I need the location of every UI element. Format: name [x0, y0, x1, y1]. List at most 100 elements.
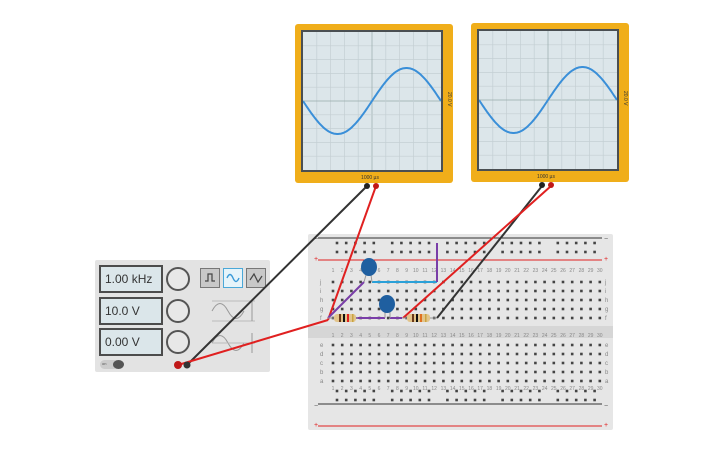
- hole[interactable]: [409, 241, 412, 245]
- fg-positive-terminal[interactable]: [174, 361, 182, 369]
- hole[interactable]: [488, 343, 491, 347]
- hole[interactable]: [589, 370, 592, 374]
- hole[interactable]: [543, 343, 546, 347]
- oscilloscope-2[interactable]: 20.0 V 1000 µs: [471, 23, 629, 182]
- hole[interactable]: [552, 370, 556, 374]
- hole[interactable]: [580, 316, 583, 320]
- hole[interactable]: [552, 307, 556, 311]
- hole[interactable]: [506, 370, 510, 374]
- hole[interactable]: [405, 289, 408, 293]
- hole[interactable]: [488, 370, 491, 374]
- hole[interactable]: [478, 316, 482, 320]
- hole[interactable]: [598, 316, 602, 320]
- hole[interactable]: [515, 343, 519, 347]
- hole[interactable]: [460, 379, 464, 383]
- hole[interactable]: [552, 316, 556, 320]
- hole[interactable]: [510, 241, 514, 245]
- hole[interactable]: [451, 289, 454, 293]
- hole[interactable]: [598, 343, 602, 347]
- hole[interactable]: [331, 343, 335, 347]
- hole[interactable]: [598, 361, 602, 365]
- scope1-ground-probe[interactable]: [364, 183, 370, 189]
- hole[interactable]: [423, 289, 427, 293]
- hole[interactable]: [368, 361, 372, 365]
- hole[interactable]: [534, 316, 537, 320]
- hole[interactable]: [400, 250, 403, 254]
- hole[interactable]: [524, 289, 528, 293]
- hole[interactable]: [414, 370, 418, 374]
- scope2-signal-probe[interactable]: [548, 182, 554, 188]
- black-wire[interactable]: [436, 185, 543, 319]
- hole[interactable]: [561, 343, 565, 347]
- function-generator[interactable]: 1.00 kHz 10.0 V 0.00 V on: [95, 260, 270, 372]
- hole[interactable]: [534, 307, 537, 311]
- hole[interactable]: [340, 361, 344, 365]
- hole[interactable]: [377, 307, 381, 311]
- hole[interactable]: [506, 307, 510, 311]
- triangle-wave-button[interactable]: [246, 268, 266, 288]
- hole[interactable]: [556, 241, 560, 245]
- hole[interactable]: [506, 352, 510, 356]
- hole[interactable]: [501, 398, 504, 402]
- hole[interactable]: [574, 250, 578, 254]
- hole[interactable]: [432, 379, 436, 383]
- hole[interactable]: [506, 280, 510, 284]
- hole[interactable]: [386, 289, 390, 293]
- hole[interactable]: [497, 361, 500, 365]
- hole[interactable]: [414, 307, 418, 311]
- dc-offset-knob[interactable]: [166, 330, 190, 354]
- hole[interactable]: [344, 389, 348, 393]
- hole[interactable]: [350, 289, 353, 293]
- hole[interactable]: [510, 250, 514, 254]
- hole[interactable]: [534, 343, 537, 347]
- hole[interactable]: [589, 289, 592, 293]
- hole[interactable]: [482, 241, 486, 245]
- hole[interactable]: [390, 398, 394, 402]
- hole[interactable]: [478, 298, 482, 302]
- hole[interactable]: [331, 298, 335, 302]
- hole[interactable]: [359, 289, 362, 293]
- hole[interactable]: [561, 298, 565, 302]
- hole[interactable]: [340, 379, 344, 383]
- hole[interactable]: [570, 280, 574, 284]
- frequency-knob[interactable]: [166, 267, 190, 291]
- hole[interactable]: [570, 307, 574, 311]
- hole[interactable]: [543, 289, 546, 293]
- hole[interactable]: [515, 316, 519, 320]
- hole[interactable]: [561, 379, 565, 383]
- hole[interactable]: [396, 298, 399, 302]
- hole[interactable]: [340, 352, 344, 356]
- hole[interactable]: [363, 250, 366, 254]
- hole[interactable]: [528, 250, 532, 254]
- hole[interactable]: [543, 316, 546, 320]
- hole[interactable]: [478, 352, 482, 356]
- hole[interactable]: [350, 370, 353, 374]
- scope1-signal-probe[interactable]: [373, 183, 379, 189]
- hole[interactable]: [570, 316, 574, 320]
- hole[interactable]: [561, 361, 565, 365]
- hole[interactable]: [561, 280, 565, 284]
- hole[interactable]: [418, 241, 422, 245]
- hole[interactable]: [584, 250, 587, 254]
- hole[interactable]: [552, 361, 556, 365]
- hole[interactable]: [584, 241, 587, 245]
- hole[interactable]: [488, 298, 491, 302]
- hole[interactable]: [331, 280, 335, 284]
- hole[interactable]: [400, 389, 403, 393]
- hole[interactable]: [561, 307, 565, 311]
- hole[interactable]: [589, 343, 592, 347]
- hole[interactable]: [488, 307, 491, 311]
- hole[interactable]: [565, 241, 569, 245]
- hole[interactable]: [556, 250, 560, 254]
- hole[interactable]: [350, 280, 353, 284]
- hole[interactable]: [414, 343, 418, 347]
- hole[interactable]: [524, 316, 528, 320]
- hole[interactable]: [589, 307, 592, 311]
- sine-wave-button[interactable]: [223, 268, 243, 288]
- hole[interactable]: [593, 389, 596, 393]
- hole[interactable]: [427, 250, 431, 254]
- hole[interactable]: [543, 307, 546, 311]
- hole[interactable]: [552, 343, 556, 347]
- hole[interactable]: [344, 250, 348, 254]
- hole[interactable]: [552, 280, 556, 284]
